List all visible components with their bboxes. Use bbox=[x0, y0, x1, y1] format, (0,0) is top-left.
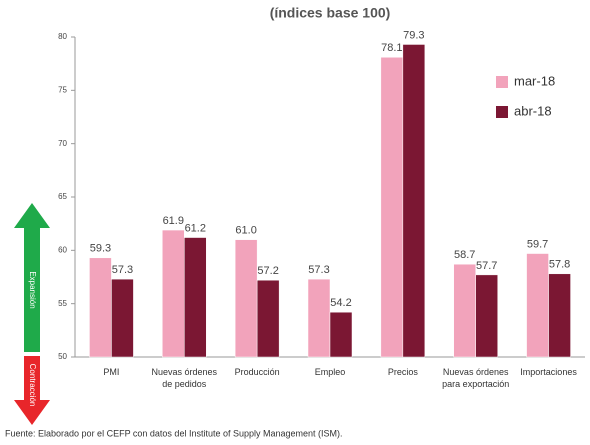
legend-label: mar-18 bbox=[514, 73, 555, 88]
x-tick-label: PMI bbox=[103, 367, 120, 377]
x-tick-label: Precios bbox=[387, 367, 418, 377]
contraction-arrow bbox=[14, 356, 50, 425]
y-tick-label: 60 bbox=[58, 245, 67, 254]
y-tick-label: 55 bbox=[58, 299, 67, 308]
source-note: Fuente: Elaborado por el CEFP con datos … bbox=[5, 428, 343, 438]
y-tick-label: 80 bbox=[58, 32, 67, 41]
value-label: 61.9 bbox=[163, 215, 184, 227]
bar bbox=[162, 229, 185, 358]
legend-label: abr-18 bbox=[514, 103, 552, 118]
y-tick-label: 70 bbox=[58, 139, 67, 148]
value-label: 58.7 bbox=[454, 249, 475, 261]
value-label: 61.0 bbox=[235, 225, 256, 237]
value-label: 57.8 bbox=[549, 259, 570, 271]
bar bbox=[380, 57, 404, 358]
value-label: 57.7 bbox=[476, 260, 497, 272]
value-label: 54.2 bbox=[330, 297, 351, 309]
bar bbox=[89, 257, 112, 358]
value-label: 57.2 bbox=[257, 265, 278, 277]
value-label: 57.3 bbox=[308, 264, 329, 276]
bar bbox=[548, 273, 571, 358]
y-tick-label: 75 bbox=[58, 85, 67, 94]
value-label: 61.2 bbox=[185, 222, 206, 234]
x-tick-label: Empleo bbox=[314, 367, 346, 377]
bar bbox=[307, 278, 331, 358]
expansion-label: Expansión bbox=[28, 271, 37, 308]
legend-swatch bbox=[496, 76, 508, 88]
bar bbox=[329, 311, 353, 358]
contraction-label: Contracción bbox=[28, 364, 37, 407]
bar bbox=[256, 279, 280, 358]
bar bbox=[234, 239, 258, 358]
x-tick-label: Producción bbox=[234, 367, 280, 377]
y-tick-label: 50 bbox=[58, 352, 67, 361]
value-label: 78.1 bbox=[381, 42, 402, 54]
bar bbox=[526, 253, 549, 358]
bar bbox=[402, 44, 426, 358]
bar bbox=[475, 274, 498, 358]
value-label: 59.3 bbox=[90, 243, 111, 255]
x-tick-label: Nuevas órdenes para exportación bbox=[442, 367, 510, 389]
bar bbox=[111, 278, 134, 358]
expansion-arrow bbox=[14, 203, 50, 352]
x-tick-label: Nuevas órdenes de pedidos bbox=[151, 367, 218, 389]
bar bbox=[453, 263, 476, 358]
bar bbox=[184, 237, 207, 358]
x-tick-label: Importaciones bbox=[520, 367, 577, 377]
y-tick-label: 65 bbox=[58, 192, 67, 201]
value-label: 57.3 bbox=[112, 264, 133, 276]
chart-title: (índices base 100) bbox=[270, 5, 391, 21]
value-label: 59.7 bbox=[527, 238, 548, 250]
legend-swatch bbox=[496, 106, 508, 118]
value-label: 79.3 bbox=[403, 29, 424, 41]
